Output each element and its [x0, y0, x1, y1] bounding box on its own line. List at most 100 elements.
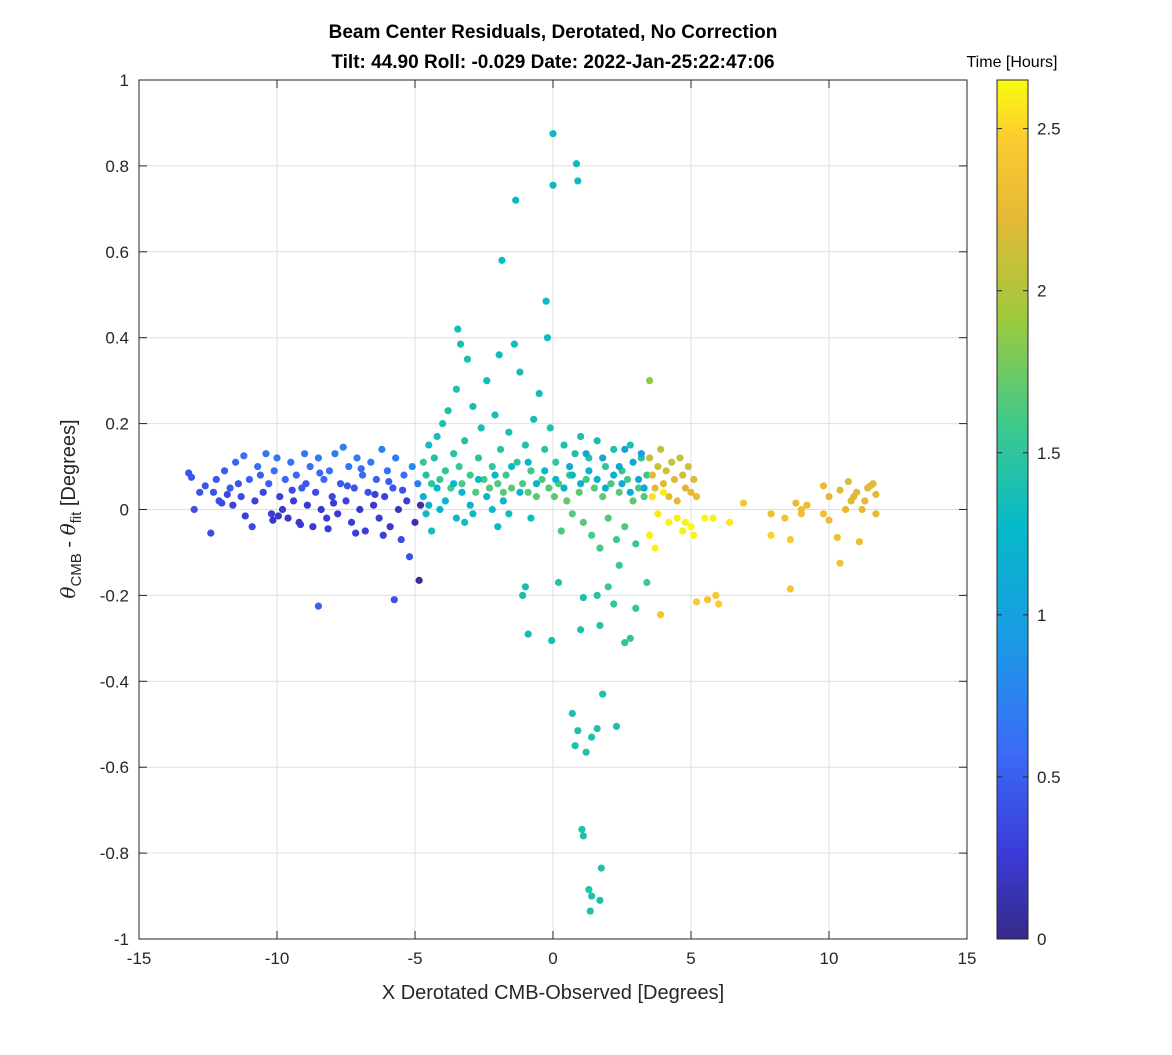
- data-point: [577, 626, 585, 634]
- data-point: [458, 488, 466, 496]
- y-tick-labels: -1 -0.8 -0.6 -0.4 -0.2 0 0.2 0.4 0.6 0.8 1: [100, 71, 129, 949]
- data-point: [643, 578, 651, 587]
- data-point: [524, 488, 532, 496]
- data-point: [309, 523, 317, 531]
- data-point: [571, 450, 579, 458]
- data-point: [343, 482, 351, 490]
- data-point: [254, 462, 262, 471]
- data-point: [444, 407, 452, 415]
- y-tick-label: -0.8: [100, 844, 129, 863]
- data-point: [542, 297, 550, 305]
- data-point: [516, 488, 524, 496]
- data-point: [582, 748, 590, 756]
- data-point: [320, 475, 328, 484]
- data-point: [651, 544, 659, 552]
- data-point: [400, 471, 408, 479]
- data-point: [436, 475, 444, 484]
- data-point: [582, 475, 590, 484]
- data-point: [461, 518, 469, 526]
- data-point: [306, 462, 314, 471]
- data-point: [331, 450, 339, 458]
- axis-ticks: [138, 79, 968, 940]
- x-tick-label: -5: [407, 949, 422, 968]
- y-tick-label: 0.8: [105, 157, 129, 176]
- scatter-points: [185, 130, 880, 915]
- x-tick-labels: -15 -10 -5 0 5 10 15: [127, 949, 977, 968]
- data-point: [543, 334, 552, 342]
- data-point: [427, 527, 436, 535]
- data-point: [657, 611, 665, 619]
- data-point: [450, 450, 458, 458]
- data-point: [524, 458, 532, 466]
- data-point: [364, 488, 372, 496]
- data-point: [397, 535, 405, 544]
- data-point: [472, 488, 480, 496]
- data-point: [552, 458, 560, 466]
- data-point: [535, 389, 543, 398]
- data-point: [241, 512, 249, 520]
- data-point: [422, 510, 430, 518]
- data-point: [430, 454, 438, 462]
- data-point: [712, 591, 720, 600]
- data-point: [673, 497, 681, 505]
- data-point: [599, 690, 607, 698]
- data-point: [508, 484, 516, 492]
- data-point: [323, 514, 331, 522]
- data-point: [196, 488, 204, 496]
- data-point: [579, 832, 587, 840]
- data-point: [781, 514, 789, 522]
- data-point: [237, 493, 245, 501]
- data-point: [538, 475, 546, 484]
- data-point: [521, 441, 530, 449]
- data-point: [596, 621, 604, 630]
- data-point: [352, 529, 360, 537]
- x-tick-label: 15: [958, 949, 977, 968]
- data-point: [825, 516, 833, 524]
- data-point: [560, 441, 568, 449]
- data-point: [662, 467, 670, 475]
- data-point: [436, 505, 444, 514]
- colorbar-tick-label: 0.5: [1037, 768, 1061, 787]
- data-point: [632, 540, 640, 548]
- data-point: [269, 516, 277, 524]
- data-point: [454, 325, 462, 333]
- data-point: [646, 377, 654, 385]
- data-point: [621, 639, 629, 647]
- data-point: [527, 514, 535, 522]
- data-point: [654, 462, 662, 471]
- data-point: [427, 480, 436, 488]
- data-point: [452, 385, 460, 393]
- data-point: [262, 450, 270, 458]
- data-point: [767, 531, 775, 539]
- data-point: [621, 445, 629, 453]
- data-point: [466, 471, 474, 479]
- data-point: [527, 467, 535, 475]
- y-tick-label: -0.6: [100, 758, 129, 777]
- data-point: [590, 484, 599, 492]
- data-point: [541, 467, 549, 475]
- data-point: [626, 634, 634, 642]
- data-point: [615, 561, 623, 569]
- data-point: [270, 467, 278, 475]
- x-tick-label: -10: [265, 949, 290, 968]
- x-tick-label: 5: [686, 949, 695, 968]
- data-point: [532, 493, 541, 501]
- data-point: [601, 484, 610, 492]
- data-point: [317, 505, 325, 514]
- data-point: [579, 518, 587, 526]
- data-point: [265, 480, 273, 488]
- data-point: [640, 484, 648, 492]
- data-point: [469, 402, 477, 411]
- data-point: [565, 462, 574, 471]
- data-point: [187, 473, 196, 481]
- chart-title-line2: Tilt: 44.90 Roll: -0.029 Date: 2022-Jan-…: [331, 52, 774, 73]
- data-point: [612, 722, 621, 730]
- data-point: [288, 486, 296, 494]
- data-point: [640, 493, 648, 501]
- data-point: [483, 377, 491, 385]
- data-point: [623, 475, 632, 484]
- data-point: [577, 480, 585, 488]
- data-point: [546, 424, 554, 432]
- data-point: [357, 465, 365, 473]
